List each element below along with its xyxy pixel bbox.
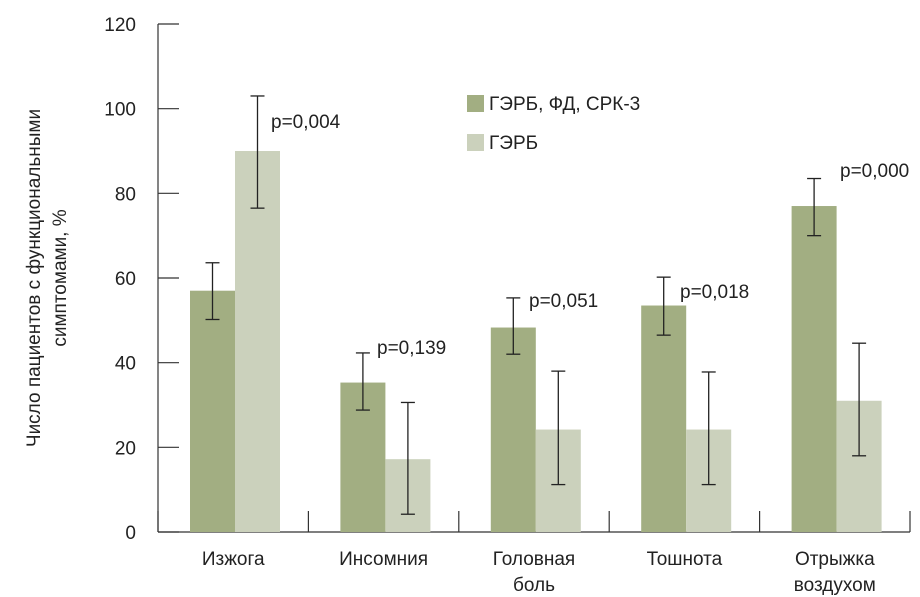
p-value-label: p=0,000 <box>840 161 909 182</box>
error-bar <box>807 177 822 237</box>
p-value-annotations: p=0,004 p=0,139 p=0,051 p=0,018 p=0,000 <box>271 112 909 359</box>
y-tick-label: 40 <box>115 354 136 375</box>
p-value-label: p=0,018 <box>680 282 749 303</box>
y-tick-label: 20 <box>115 438 136 459</box>
y-tick-label: 80 <box>115 184 136 205</box>
legend-label: ГЭРБ, ФД, СРК-3 <box>489 94 640 115</box>
y-axis: 0 20 40 60 80 100 120 <box>104 15 179 544</box>
p-value-label: p=0,139 <box>377 338 446 359</box>
error-bar <box>656 276 671 336</box>
category-label: Инсомния <box>339 549 428 570</box>
legend-item: ГЭРБ, ФД, СРК-3 <box>467 94 640 115</box>
p-value-label: p=0,004 <box>271 112 341 133</box>
category-labels: Изжога Инсомния Головная боль Тошнота Отрыжка… <box>202 549 876 596</box>
bars <box>190 151 882 533</box>
error-bar <box>852 342 867 457</box>
category-label: Изжога <box>202 549 265 570</box>
error-bar <box>250 95 265 209</box>
error-bar <box>551 370 566 486</box>
y-tick-label: 100 <box>104 100 136 121</box>
legend-item: ГЭРБ <box>467 133 538 154</box>
error-bar <box>400 401 415 515</box>
category-label: Головная боль <box>493 549 575 596</box>
category-label: Тошнота <box>647 549 723 570</box>
legend-label: ГЭРБ <box>489 133 538 154</box>
legend-swatch <box>467 95 484 112</box>
error-bar <box>506 297 521 355</box>
y-axis-label: Число пациентов с функциональными симптом… <box>24 109 71 447</box>
bar-series-1 <box>791 206 837 533</box>
error-bar <box>701 371 716 486</box>
bar-series-1 <box>490 327 536 532</box>
legend-swatch <box>467 134 484 151</box>
y-tick-label: 0 <box>125 523 136 544</box>
error-bars <box>205 95 867 515</box>
bar-series-1 <box>190 290 235 532</box>
y-tick-label: 120 <box>104 15 136 36</box>
legend: ГЭРБ, ФД, СРК-3 ГЭРБ <box>467 94 640 154</box>
error-bar <box>205 262 220 321</box>
bar-series-1 <box>641 305 687 532</box>
category-label: Отрыжка воздухом <box>794 549 876 596</box>
bar-series-2 <box>235 151 280 532</box>
p-value-label: p=0,051 <box>529 291 598 312</box>
y-axis-title: Число пациентов с функциональными симптом… <box>24 109 71 447</box>
error-bar <box>355 352 370 411</box>
y-tick-label: 60 <box>115 269 136 290</box>
